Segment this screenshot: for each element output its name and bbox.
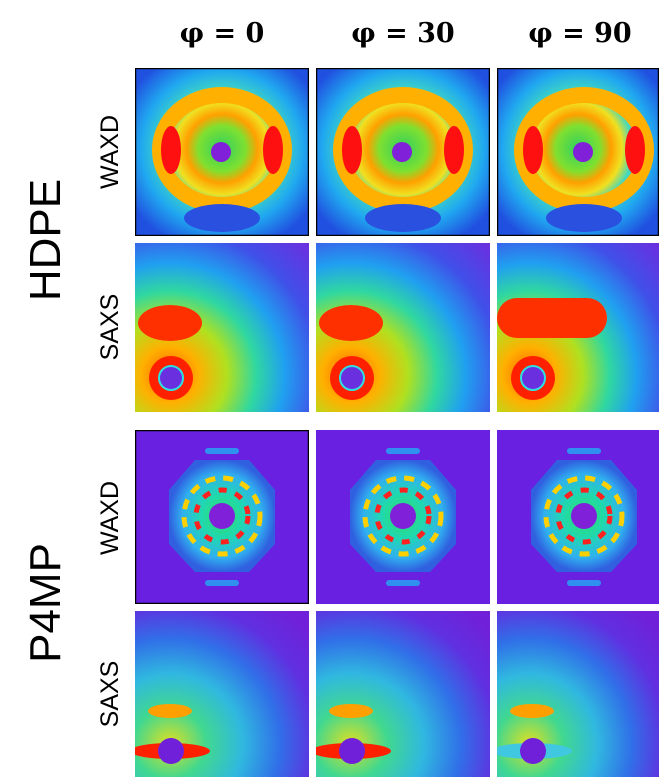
- group-label: HDPE: [21, 179, 70, 301]
- pattern: [138, 305, 202, 341]
- panel: [316, 243, 490, 412]
- beamstop: [390, 503, 416, 529]
- pattern: [386, 448, 420, 454]
- panel: [497, 243, 659, 412]
- pattern: [184, 204, 260, 232]
- frame: [135, 68, 309, 236]
- panel: [316, 430, 490, 604]
- row-label: SAXS: [96, 294, 124, 361]
- pattern: [444, 126, 464, 174]
- pattern: [181, 475, 263, 557]
- pattern: [205, 580, 239, 586]
- pattern: [546, 204, 622, 232]
- panel: [135, 430, 309, 604]
- pattern: [625, 126, 645, 174]
- beamstop: [211, 142, 231, 162]
- beamstop: [520, 738, 546, 764]
- pattern: [365, 204, 441, 232]
- beamstop: [573, 142, 593, 162]
- frame: [316, 68, 490, 236]
- beamstop: [520, 365, 546, 391]
- column-label: φ = 0: [180, 18, 265, 49]
- pattern: [523, 126, 543, 174]
- column-label: φ = 30: [351, 18, 454, 49]
- pattern: [543, 475, 625, 557]
- pattern: [510, 704, 554, 718]
- pattern: [319, 305, 383, 341]
- pattern: [193, 487, 251, 545]
- panel: [135, 68, 309, 236]
- panel: [135, 243, 309, 412]
- panel: [135, 611, 309, 777]
- panel: [497, 68, 659, 236]
- pattern: [497, 298, 607, 338]
- pattern: [555, 487, 613, 545]
- panel: [497, 611, 659, 777]
- pattern: [148, 704, 192, 718]
- row-label: WAXD: [96, 481, 124, 555]
- row-label: SAXS: [96, 661, 124, 728]
- beamstop: [158, 738, 184, 764]
- beamstop: [392, 142, 412, 162]
- beamstop: [339, 365, 365, 391]
- pattern: [342, 126, 362, 174]
- pattern: [161, 126, 181, 174]
- pattern: [329, 704, 373, 718]
- pattern: [362, 475, 444, 557]
- beamstop: [158, 365, 184, 391]
- pattern: [386, 580, 420, 586]
- pattern: [567, 580, 601, 586]
- column-label: φ = 90: [528, 18, 631, 49]
- row-label: WAXD: [96, 115, 124, 189]
- panel: [497, 430, 659, 604]
- pattern: [205, 448, 239, 454]
- panel: [316, 68, 490, 236]
- frame: [135, 430, 309, 604]
- panel: [316, 611, 490, 777]
- pattern: [567, 448, 601, 454]
- beamstop: [339, 738, 365, 764]
- pattern: [263, 126, 283, 174]
- group-label: P4MP: [21, 543, 70, 663]
- pattern: [374, 487, 432, 545]
- beamstop: [571, 503, 597, 529]
- beamstop: [209, 503, 235, 529]
